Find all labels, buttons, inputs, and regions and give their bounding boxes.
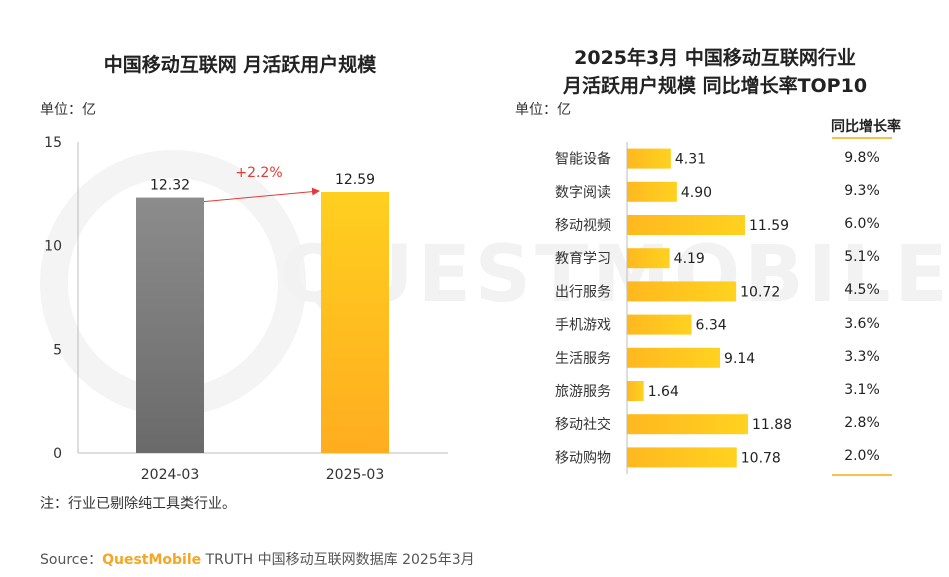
source-suffix: TRUTH 中国移动互联网数据库 2025年3月 (201, 552, 475, 568)
growth-rate-value: 6.0% (844, 216, 880, 232)
right-category-label: 移动视频 (555, 218, 611, 234)
left-bar-data-label: 12.59 (335, 172, 375, 188)
right-bar (627, 347, 721, 368)
left-chart-title: 中国移动互联网 月活跃用户规模 (103, 54, 377, 76)
growth-header-underline (832, 137, 892, 139)
right-bar (627, 215, 745, 235)
right-chart-title-line1: 2025年3月 中国移动互联网行业 (574, 47, 856, 69)
growth-rate-value: 2.8% (844, 415, 880, 432)
right-bar (627, 281, 737, 302)
right-category-label: 手机游戏 (555, 318, 611, 334)
left-x-tick-label: 2025-03 (326, 467, 385, 483)
left-y-tick-label: 0 (53, 446, 62, 462)
right-bar (627, 314, 692, 335)
right-chart-title: 2025年3月 中国移动互联网行业 月活跃用户规模 同比增长率TOP10 (500, 44, 930, 100)
right-chart-title-line2: 月活跃用户规模 同比增长率TOP10 (562, 75, 868, 97)
right-bar (627, 381, 644, 401)
right-chart: 智能设备 4.31 数字阅读 4.90 移动视频 11.59 教育学习 4.19 出行服务 10.… (555, 142, 792, 474)
source-brand: QuestMobile (102, 552, 202, 568)
right-category-label: 智能设备 (555, 151, 611, 168)
right-category-label: 生活服务 (555, 351, 611, 367)
right-bar-data-label: 11.59 (749, 218, 789, 234)
growth-rate-value: 9.3% (844, 182, 880, 199)
right-bar-data-label: 10.78 (741, 450, 781, 466)
left-y-tick-label: 5 (53, 342, 62, 358)
right-bar-data-label: 11.88 (752, 417, 792, 433)
right-bar (627, 148, 671, 169)
left-y-tick-label: 15 (44, 135, 62, 151)
right-bar (627, 447, 737, 468)
left-chart-unit: 单位：亿 (40, 102, 96, 118)
left-bar (321, 191, 389, 453)
right-bar-data-label: 4.31 (675, 152, 706, 168)
left-bar-data-label: 12.32 (150, 178, 190, 194)
growth-rate-value: 3.3% (844, 348, 880, 365)
growth-rate-value: 3.1% (844, 382, 880, 398)
right-bar-data-label: 9.14 (724, 351, 755, 367)
right-bar-data-label: 1.64 (648, 384, 679, 400)
growth-rate-header: 同比增长率 (831, 119, 901, 135)
left-bar (136, 197, 204, 453)
left-x-tick-label: 2024-03 (141, 467, 200, 483)
growth-rate-value: 5.1% (844, 249, 880, 266)
right-chart-unit: 单位：亿 (515, 102, 571, 118)
right-bar-data-label: 10.72 (740, 284, 780, 300)
right-bar-data-label: 6.34 (696, 318, 727, 334)
growth-bottom-line (832, 474, 892, 476)
left-y-tick-label: 10 (44, 239, 62, 255)
left-chart: 0 5 10 15 12.32 2024-03 12.59 2025-03 +2.2% (44, 135, 448, 483)
right-bar (627, 181, 677, 202)
right-category-label: 移动社交 (555, 416, 611, 433)
right-bar-data-label: 4.90 (681, 185, 712, 201)
footnote: 注：行业已剔除纯工具类行业。 (40, 496, 236, 512)
watermark: QUESTMOBILE (280, 230, 949, 320)
right-category-label: 出行服务 (555, 284, 611, 300)
growth-rate-value: 2.0% (844, 448, 880, 465)
growth-rate-value: 3.6% (844, 315, 880, 332)
right-bar-data-label: 4.19 (674, 251, 705, 267)
right-bar (627, 414, 748, 435)
growth-rate-value: 4.5% (844, 282, 880, 299)
growth-rate-value: 9.8% (844, 149, 880, 166)
growth-annotation: +2.2% (235, 165, 282, 181)
right-category-label: 教育学习 (555, 251, 611, 267)
growth-arrow (203, 187, 320, 203)
right-bar (627, 248, 670, 269)
right-category-label: 数字阅读 (555, 184, 611, 201)
right-category-label: 移动购物 (555, 450, 611, 466)
right-category-label: 旅游服务 (555, 384, 611, 400)
source-line: Source：QuestMobile TRUTH 中国移动互联网数据库 2025… (40, 549, 475, 569)
source-prefix: Source： (40, 552, 103, 568)
